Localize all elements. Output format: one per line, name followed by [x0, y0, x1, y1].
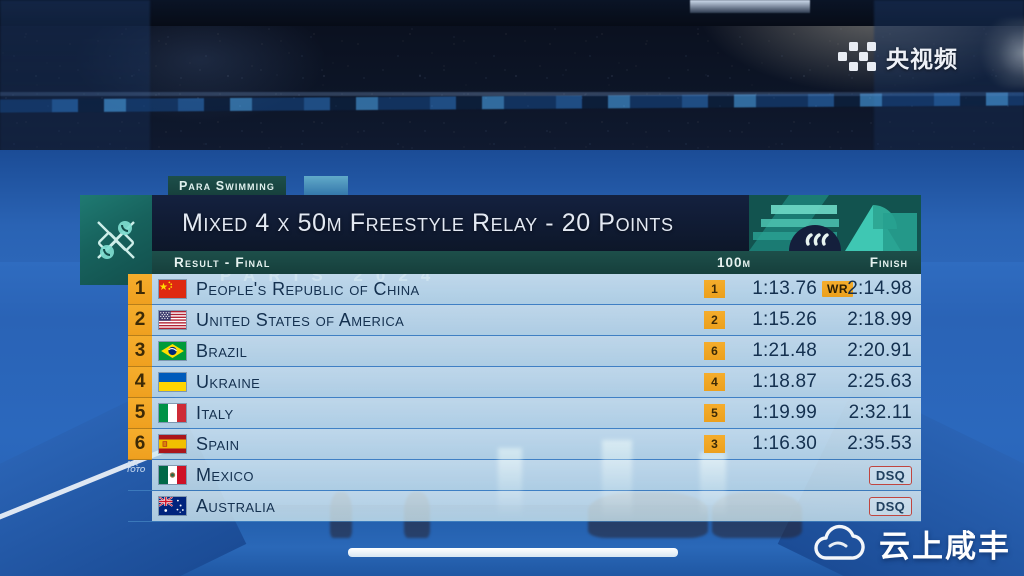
upper-rail — [0, 92, 1024, 96]
finish-time: 2:32.11 — [848, 402, 912, 423]
sport-tab: Para Swimming — [168, 176, 286, 195]
country-name: Mexico — [196, 464, 254, 485]
sport-tab-label: Para Swimming — [179, 178, 275, 193]
row-body: Spain 3 1:16.30 2:35.53 — [152, 429, 921, 459]
event-title-panel: Mixed 4 x 50m Freestyle Relay - 20 Point… — [152, 195, 749, 251]
row-body: People's Republic of China 1 1:13.76 WR 2:14… — [152, 274, 921, 304]
swimming-pictogram-icon — [80, 195, 152, 285]
rank-cell: 5 — [128, 397, 152, 429]
flag-br-icon — [157, 341, 187, 361]
flag-cell — [152, 279, 192, 299]
event-title: Mixed 4 x 50m Freestyle Relay - 20 Point… — [182, 208, 674, 237]
cctv-dots-icon — [838, 40, 876, 74]
lane-badge: 5 — [704, 404, 725, 422]
flag-cell — [152, 403, 192, 423]
finish-time: 2:20.91 — [847, 340, 912, 361]
country-name: People's Republic of China — [196, 278, 420, 299]
country-name: Italy — [196, 402, 234, 423]
roof-light — [690, 0, 810, 13]
country-name: Spain — [196, 433, 240, 454]
finish-time: 2:18.99 — [847, 309, 912, 330]
column-header-split: 100m — [716, 255, 751, 270]
split-time: 1:19.99 — [752, 402, 817, 423]
country-name: Ukraine — [196, 371, 261, 392]
rank-cell: 2 — [128, 304, 152, 336]
rank-cell — [128, 491, 152, 521]
flag-cell — [152, 341, 192, 361]
country-name: Brazil — [196, 340, 248, 361]
flag-cell — [152, 465, 192, 485]
result-header-row: Result - Final 100m Finish — [152, 251, 921, 274]
results-table: 1 People's Republic of China 1 1:13.76 WR 2:1… — [126, 273, 921, 522]
sport-tab-row: Para Swimming — [128, 176, 921, 195]
split-time: 1:18.87 — [752, 371, 817, 392]
world-record-badge: WR — [822, 281, 853, 297]
results-scoreboard: Para Swimming Mix — [80, 176, 921, 522]
flag-au-icon — [157, 496, 187, 516]
finish-time: 2:25.63 — [847, 371, 912, 392]
result-status-label: Result - Final — [174, 255, 271, 270]
split-time: 1:21.48 — [752, 340, 817, 361]
row-body: Brazil 6 1:21.48 2:20.91 — [152, 336, 921, 366]
channel-logo-text: 央视频 — [886, 47, 958, 73]
rank-cell: 6 — [128, 428, 152, 460]
split-time: 1:16.30 — [752, 433, 817, 454]
lane-badge: 3 — [704, 435, 725, 453]
arena-roof — [0, 0, 1024, 26]
flag-ua-icon — [157, 372, 187, 392]
channel-logo: 央视频 — [838, 40, 958, 74]
table-row[interactable]: 2 United States of America 2 1:15.26 2:18.99 — [128, 304, 921, 336]
flag-cell — [152, 372, 192, 392]
table-row[interactable]: Australia DSQ — [128, 491, 921, 522]
status-badge: DSQ — [868, 496, 912, 516]
tab-accent-bar — [304, 176, 348, 195]
paralympic-branding-panel — [749, 195, 921, 251]
flag-es-icon — [157, 434, 187, 454]
flag-cell — [152, 496, 192, 516]
lane-badge: 4 — [704, 373, 725, 391]
station-watermark-text: 云上咸丰 — [879, 529, 1011, 565]
finish-time: 2:35.53 — [847, 433, 912, 454]
table-row[interactable]: 3 Brazil 6 1:21.48 2:20.91 — [128, 335, 921, 367]
row-body: Ukraine 4 1:18.87 2:25.63 — [152, 367, 921, 397]
table-row[interactable]: 6 Spain 3 1:16.30 2:35.53 — [128, 428, 921, 460]
status-badge: DSQ — [868, 465, 912, 485]
row-body: Italy 5 1:19.99 2:32.11 — [152, 398, 921, 428]
flag-it-icon — [157, 403, 187, 423]
starting-block-bar — [348, 548, 678, 557]
event-title-row: Mixed 4 x 50m Freestyle Relay - 20 Point… — [80, 195, 921, 285]
cloud-icon — [814, 524, 865, 560]
lane-badge: 2 — [704, 311, 725, 329]
country-name: Australia — [196, 495, 276, 516]
station-watermark: 云上咸丰 — [812, 521, 1011, 566]
table-row[interactable]: 1 People's Republic of China 1 1:13.76 WR 2:1… — [128, 273, 921, 305]
table-row[interactable]: AIA TOTO Mexico DSQ — [126, 460, 921, 491]
split-time: 1:15.26 — [752, 309, 817, 330]
country-name: United States of America — [196, 309, 405, 330]
flag-cell — [152, 434, 192, 454]
rank-cell: 1 — [128, 273, 152, 305]
rank-cell: 3 — [128, 335, 152, 367]
split-time: 1:13.76 — [752, 278, 817, 299]
row-body: Australia DSQ — [152, 491, 921, 521]
lane-badge: 6 — [704, 342, 725, 360]
column-header-finish: Finish — [869, 255, 908, 270]
sponsor-logo: AIA TOTO — [126, 461, 146, 474]
finish-time: 2:14.98 — [847, 278, 912, 299]
lane-badge: 1 — [704, 280, 725, 298]
rank-cell: 4 — [128, 366, 152, 398]
flag-cn-icon — [157, 279, 187, 299]
table-row[interactable]: 5 Italy 5 1:19.99 2:32.11 — [128, 397, 921, 429]
flag-mx-icon — [157, 465, 187, 485]
table-row[interactable]: 4 Ukraine 4 1:18.87 2:25.63 — [128, 366, 921, 398]
row-body: United States of America 2 1:15.26 2:18.99 — [152, 305, 921, 335]
flag-cell — [152, 310, 192, 330]
row-body: AIA TOTO Mexico DSQ — [126, 460, 921, 490]
flag-us-icon — [157, 310, 187, 330]
